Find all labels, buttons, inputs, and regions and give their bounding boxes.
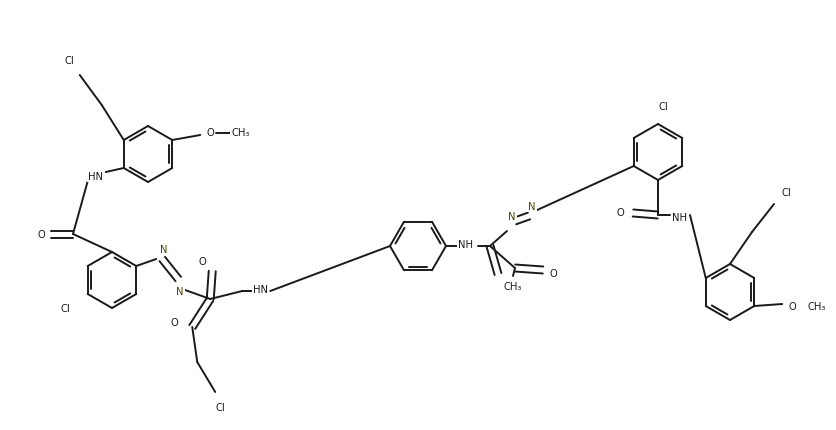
Text: O: O [171,317,178,327]
Text: O: O [198,256,206,266]
Text: CH₃: CH₃ [806,301,824,311]
Text: O: O [37,230,45,240]
Text: HN: HN [252,284,268,294]
Text: O: O [615,208,623,218]
Text: O: O [206,128,214,138]
Text: N: N [507,212,515,221]
Text: N: N [528,202,535,212]
Text: NH: NH [671,212,686,222]
Text: NH: NH [458,240,473,249]
Text: O: O [503,280,512,289]
Text: Cl: Cl [780,187,790,197]
Text: N: N [176,286,184,296]
Text: O: O [788,301,795,311]
Text: CH₃: CH₃ [231,128,249,138]
Text: Cl: Cl [65,56,74,66]
Text: HN: HN [88,172,103,181]
Text: Cl: Cl [657,102,667,112]
Text: Cl: Cl [215,402,225,412]
Text: Cl: Cl [61,303,70,313]
Text: O: O [548,268,556,278]
Text: N: N [161,244,168,255]
Text: CH₃: CH₃ [503,281,522,291]
